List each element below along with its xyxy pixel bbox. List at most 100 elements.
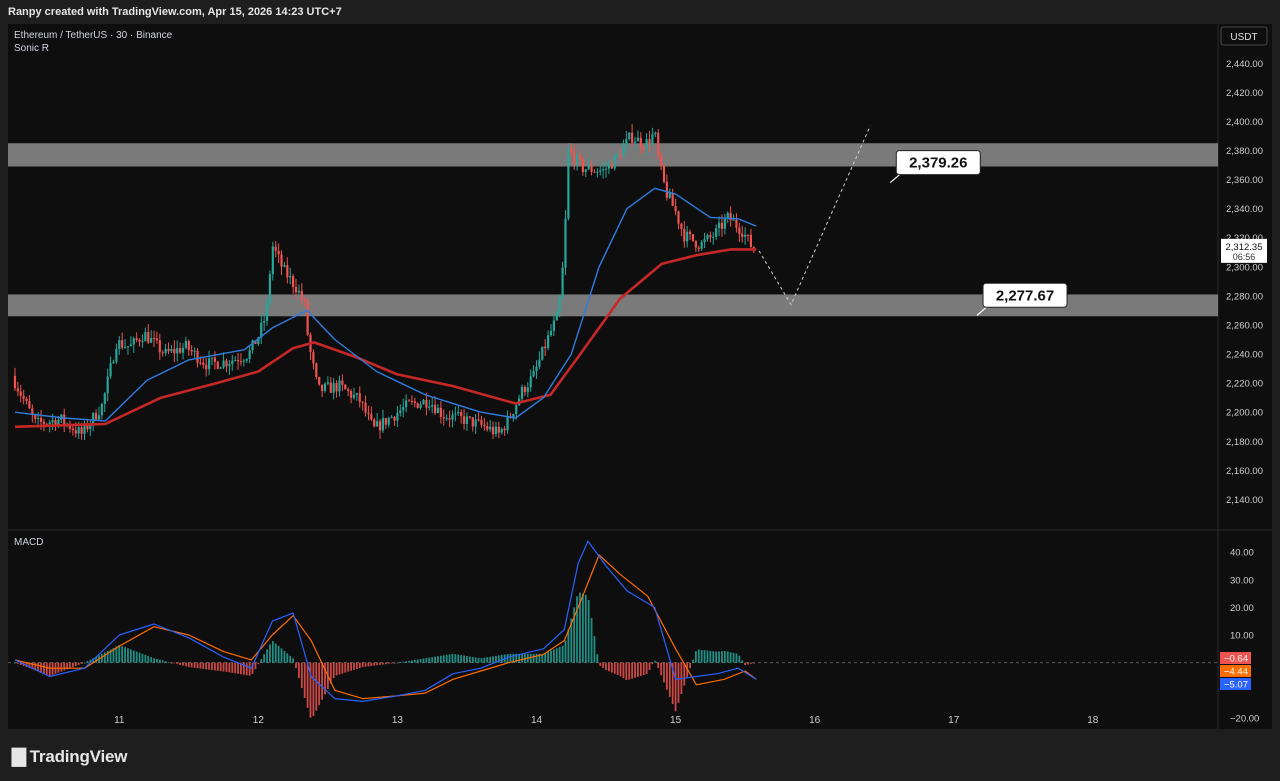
candle-body bbox=[546, 335, 550, 349]
macd-histogram-bar bbox=[89, 659, 92, 663]
macd-histogram-bar bbox=[506, 654, 509, 663]
candle-body bbox=[436, 407, 440, 414]
candle-body bbox=[300, 290, 303, 300]
macd-histogram-bar bbox=[694, 651, 697, 663]
macd-histogram-bar bbox=[744, 662, 747, 666]
price-tick-label: 2,360.00 bbox=[1226, 175, 1263, 186]
macd-histogram-bar bbox=[364, 662, 367, 667]
macd-histogram-bar bbox=[677, 662, 680, 703]
candle-body bbox=[442, 416, 445, 419]
macd-histogram-bar bbox=[240, 662, 242, 675]
candle-body bbox=[674, 206, 677, 212]
candle-body bbox=[613, 155, 616, 169]
macd-histogram-bar bbox=[428, 657, 431, 663]
candle-body bbox=[407, 400, 411, 402]
macd-histogram-bar bbox=[158, 659, 161, 663]
macd-histogram-bar bbox=[622, 662, 625, 679]
tradingview-logo[interactable]: ▇ TradingView bbox=[12, 746, 127, 767]
time-tick-label: 11 bbox=[114, 715, 125, 726]
macd-histogram-bar bbox=[689, 662, 691, 669]
candle-body bbox=[532, 371, 535, 377]
candle-body bbox=[578, 155, 582, 160]
zone-band-0 bbox=[8, 143, 1218, 167]
price-tick-label: 2,380.00 bbox=[1226, 146, 1263, 157]
candle-body bbox=[402, 407, 405, 411]
macd-histogram-bar bbox=[289, 655, 292, 663]
macd-histogram-bar bbox=[382, 662, 384, 665]
macd-histogram-bar bbox=[637, 662, 639, 677]
macd-histogram-bar bbox=[581, 593, 584, 663]
macd-histogram-bar bbox=[228, 662, 231, 673]
price-tick-label: 2,200.00 bbox=[1226, 408, 1263, 419]
chart-legend: Ethereum / TetherUS · 30 · Binance Sonic… bbox=[14, 29, 172, 55]
macd-histogram-bar bbox=[373, 662, 376, 666]
macd-histogram-bar bbox=[555, 648, 558, 663]
price-tick-label: 2,160.00 bbox=[1226, 466, 1263, 477]
candle-body bbox=[170, 348, 173, 352]
macd-histogram-bar bbox=[393, 662, 396, 664]
macd-histogram-bar bbox=[179, 662, 182, 665]
macd-histogram-bar bbox=[654, 660, 657, 663]
macd-histogram-bar bbox=[567, 629, 570, 663]
macd-histogram-bar bbox=[16, 662, 19, 664]
candle-body bbox=[677, 211, 680, 224]
macd-histogram-bar bbox=[547, 651, 549, 663]
symbol-label[interactable]: Ethereum / TetherUS · 30 · Binance bbox=[14, 30, 173, 41]
macd-histogram-bar bbox=[431, 657, 434, 663]
candle-body bbox=[590, 165, 593, 172]
time-tick-label: 12 bbox=[253, 715, 265, 726]
tradingview-logo-icon: ▇ bbox=[12, 746, 26, 766]
candle-body bbox=[161, 352, 164, 354]
macd-histogram-bar bbox=[118, 644, 121, 663]
candle-body bbox=[691, 234, 695, 241]
macd-histogram-bar bbox=[619, 662, 622, 677]
macd-histogram-bar bbox=[248, 662, 251, 676]
candle-body bbox=[399, 410, 402, 414]
macd-histogram-bar bbox=[471, 656, 474, 663]
candle-body bbox=[512, 414, 515, 418]
candle-body bbox=[738, 227, 741, 234]
macd-histogram-bar bbox=[613, 662, 616, 674]
candle-body bbox=[332, 383, 335, 393]
macd-histogram-bar bbox=[703, 650, 706, 663]
macd-histogram-bar bbox=[303, 662, 306, 698]
macd-histogram-bar bbox=[721, 651, 723, 663]
candle-body bbox=[34, 414, 37, 419]
macd-histogram-bar bbox=[141, 653, 144, 663]
candle-body bbox=[596, 171, 599, 173]
candle-body bbox=[474, 419, 477, 427]
macd-label[interactable]: MACD bbox=[14, 537, 44, 548]
macd-histogram-bar bbox=[492, 656, 494, 663]
macd-histogram-bar bbox=[164, 661, 167, 663]
macd-histogram-bar bbox=[361, 662, 364, 668]
candle-body bbox=[213, 357, 216, 362]
indicator-label[interactable]: Sonic R bbox=[14, 43, 50, 54]
time-tick-label: 16 bbox=[809, 715, 821, 726]
macd-histogram-bar bbox=[552, 649, 555, 663]
candle-body bbox=[671, 193, 674, 207]
candle-body bbox=[202, 362, 205, 365]
candle-body bbox=[358, 393, 361, 402]
candle-body bbox=[39, 417, 43, 422]
candle-body bbox=[71, 428, 75, 431]
macd-histogram-bar bbox=[631, 662, 634, 679]
macd-histogram-bar bbox=[422, 658, 425, 663]
candle-body bbox=[460, 412, 463, 417]
macd-histogram-bar bbox=[648, 662, 651, 671]
macd-histogram-bar bbox=[353, 662, 355, 670]
macd-histogram-bar bbox=[396, 662, 399, 664]
candle-body bbox=[657, 132, 660, 156]
candle-body bbox=[173, 348, 176, 354]
candle-body bbox=[706, 235, 709, 240]
candle-body bbox=[97, 415, 101, 420]
macd-histogram-bar bbox=[167, 661, 170, 663]
candle-body bbox=[28, 401, 31, 409]
candle-body bbox=[631, 132, 634, 143]
candle-body bbox=[268, 274, 272, 304]
candle-body bbox=[468, 416, 471, 418]
macd-histogram-bar bbox=[738, 655, 741, 663]
candle-body bbox=[228, 364, 231, 367]
candle-body bbox=[451, 414, 454, 420]
candle-body bbox=[604, 168, 608, 170]
